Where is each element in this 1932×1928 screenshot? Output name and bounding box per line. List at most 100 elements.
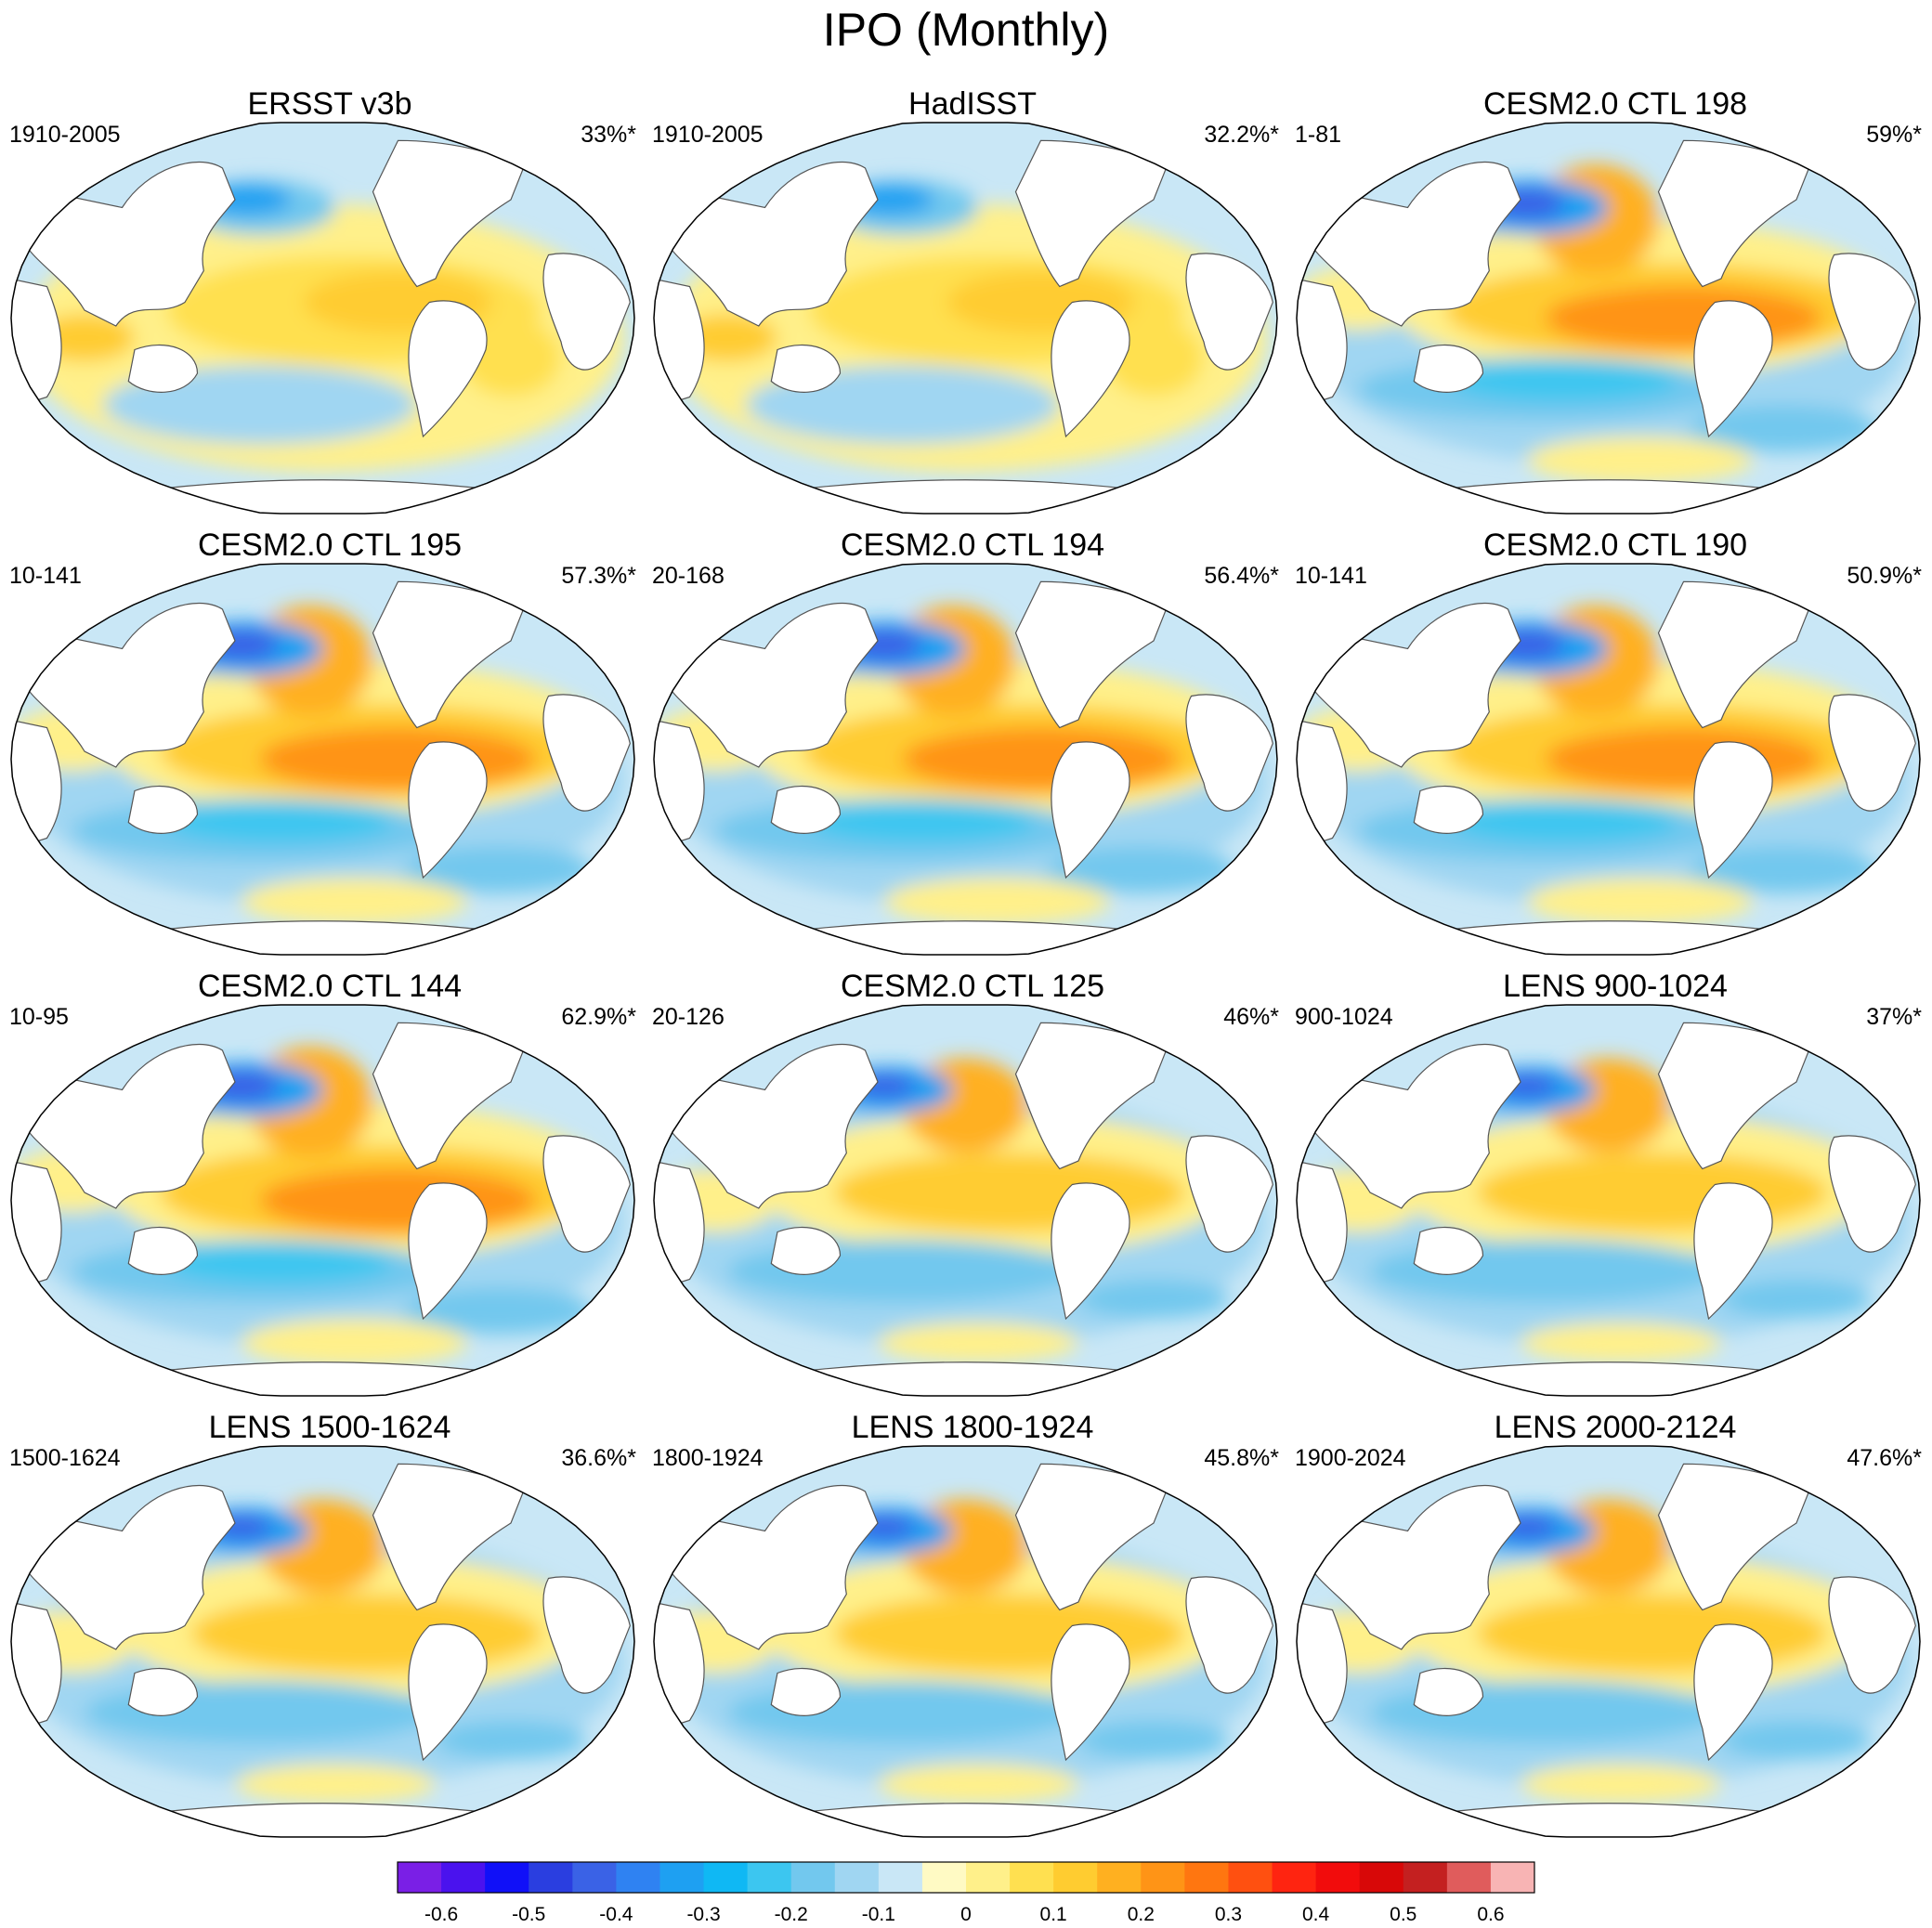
panel-period: 20-168 xyxy=(652,563,724,589)
sst-anomaly-region xyxy=(165,1244,392,1283)
panel-period: 1910-2005 xyxy=(652,122,764,148)
panel-percent: 36.6%* xyxy=(561,1445,636,1471)
panel-percent: 46%* xyxy=(1223,1004,1279,1030)
land-asia xyxy=(663,602,879,768)
land-northAmerica xyxy=(1657,580,1810,729)
land-africaRight xyxy=(1828,694,1916,812)
sst-anomaly-region xyxy=(1476,1594,1828,1674)
colorbar-tick-label: 0.1 xyxy=(1039,1904,1067,1925)
land-northAmerica xyxy=(1657,1022,1810,1170)
panel-period: 900-1024 xyxy=(1295,1004,1393,1030)
sst-anomaly-region xyxy=(833,1153,1185,1232)
land-africaRight xyxy=(1185,1576,1273,1694)
colorbar-tick-label: -0.6 xyxy=(424,1904,459,1925)
map-panel xyxy=(653,1004,1278,1397)
map-panel xyxy=(653,563,1278,956)
land-australia xyxy=(127,1667,199,1716)
panel-title: CESM2.0 CTL 198 xyxy=(1482,86,1748,122)
sst-anomaly-region xyxy=(190,1594,542,1674)
sst-anomaly-region xyxy=(404,1287,593,1335)
colorbar-tick-label: 0.5 xyxy=(1390,1904,1417,1925)
land-africaRight xyxy=(1828,1135,1916,1253)
sst-anomaly-region xyxy=(1521,1322,1721,1362)
panel-percent: 57.3%* xyxy=(561,563,636,589)
sst-anomaly-region xyxy=(833,1594,1185,1674)
sst-anomaly-region xyxy=(1521,1764,1721,1804)
sst-anomaly-region xyxy=(436,1720,586,1760)
land-northAmerica xyxy=(372,580,525,729)
panel-title: CESM2.0 CTL 125 xyxy=(840,969,1105,1004)
map-panel xyxy=(1296,1004,1921,1397)
land-northAmerica xyxy=(1014,580,1168,729)
land-northAmerica xyxy=(372,1022,525,1170)
land-africaRight xyxy=(542,1135,631,1253)
panel-percent: 62.9%* xyxy=(561,1004,636,1030)
land-southAmerica xyxy=(1051,741,1130,879)
land-antarctica xyxy=(777,479,1155,514)
land-northAmerica xyxy=(372,139,525,288)
land-asia xyxy=(663,161,879,327)
colorbar-tick-label: -0.5 xyxy=(512,1904,546,1925)
sst-anomaly-region xyxy=(241,878,467,925)
land-asia xyxy=(20,161,236,327)
land-australia xyxy=(770,344,842,393)
sst-anomaly-region xyxy=(878,1764,1078,1804)
panel-title: LENS 900-1024 xyxy=(1503,969,1728,1004)
panel-percent: 50.9%* xyxy=(1847,563,1922,589)
land-southAmerica xyxy=(1051,1182,1130,1321)
sst-anomaly-region xyxy=(235,1764,436,1804)
sst-anomaly-region xyxy=(1451,802,1677,842)
land-southAmerica xyxy=(1051,300,1130,438)
sst-anomaly-region xyxy=(1451,361,1677,401)
land-southAmerica xyxy=(408,1623,488,1762)
land-antarctica xyxy=(134,479,512,514)
land-greenland xyxy=(1165,1014,1218,1044)
panel-title: ERSST v3b xyxy=(247,86,412,122)
sst-anomaly-region xyxy=(260,727,536,791)
panel-title: LENS 1500-1624 xyxy=(208,1410,451,1445)
map-panel xyxy=(1296,122,1921,515)
figure-title: IPO (Monthly) xyxy=(822,4,1110,56)
land-northAmerica xyxy=(1014,1022,1168,1170)
panel-percent: 47.6%* xyxy=(1847,1445,1922,1471)
sst-anomaly-region xyxy=(883,878,1110,925)
land-australia xyxy=(770,785,842,834)
land-greenland xyxy=(522,573,575,603)
panel-period: 20-126 xyxy=(652,1004,724,1030)
sst-anomaly-region xyxy=(241,1319,467,1366)
panel-title: LENS 1800-1924 xyxy=(851,1410,1094,1445)
panel-period: 10-141 xyxy=(9,563,82,589)
land-australia xyxy=(770,1226,842,1275)
panel-period: 1800-1924 xyxy=(652,1445,764,1471)
colorbar-tick-label: -0.2 xyxy=(774,1904,808,1925)
land-africaRight xyxy=(1828,253,1916,371)
land-asia xyxy=(1306,602,1521,768)
land-asia xyxy=(20,1043,236,1209)
land-northAmerica xyxy=(1657,139,1810,288)
land-australia xyxy=(1413,344,1484,393)
land-greenland xyxy=(1808,132,1860,162)
land-antarctica xyxy=(777,920,1155,955)
sst-anomaly-region xyxy=(1546,727,1821,791)
land-antarctica xyxy=(777,1361,1155,1396)
land-southAmerica xyxy=(1693,1182,1773,1321)
land-northAmerica xyxy=(372,1463,525,1611)
map-panel xyxy=(10,1445,635,1838)
panel-title: CESM2.0 CTL 190 xyxy=(1482,528,1748,563)
sst-anomaly-region xyxy=(808,802,1035,842)
land-greenland xyxy=(522,1014,575,1044)
land-africaRight xyxy=(542,253,631,371)
land-greenland xyxy=(1165,1455,1218,1485)
land-northAmerica xyxy=(1657,1463,1810,1611)
map-panel xyxy=(1296,1445,1921,1838)
land-northAmerica xyxy=(1014,1463,1168,1611)
sst-anomaly-region xyxy=(903,727,1179,791)
panel-period: 1910-2005 xyxy=(9,122,121,148)
land-southAmerica xyxy=(1693,1623,1773,1762)
colorbar-tick-label: 0.4 xyxy=(1302,1904,1330,1925)
panel-period: 1500-1624 xyxy=(9,1445,121,1471)
panel-title: CESM2.0 CTL 194 xyxy=(840,528,1105,563)
panel-title: CESM2.0 CTL 144 xyxy=(197,969,463,1004)
map-panel xyxy=(653,122,1278,515)
